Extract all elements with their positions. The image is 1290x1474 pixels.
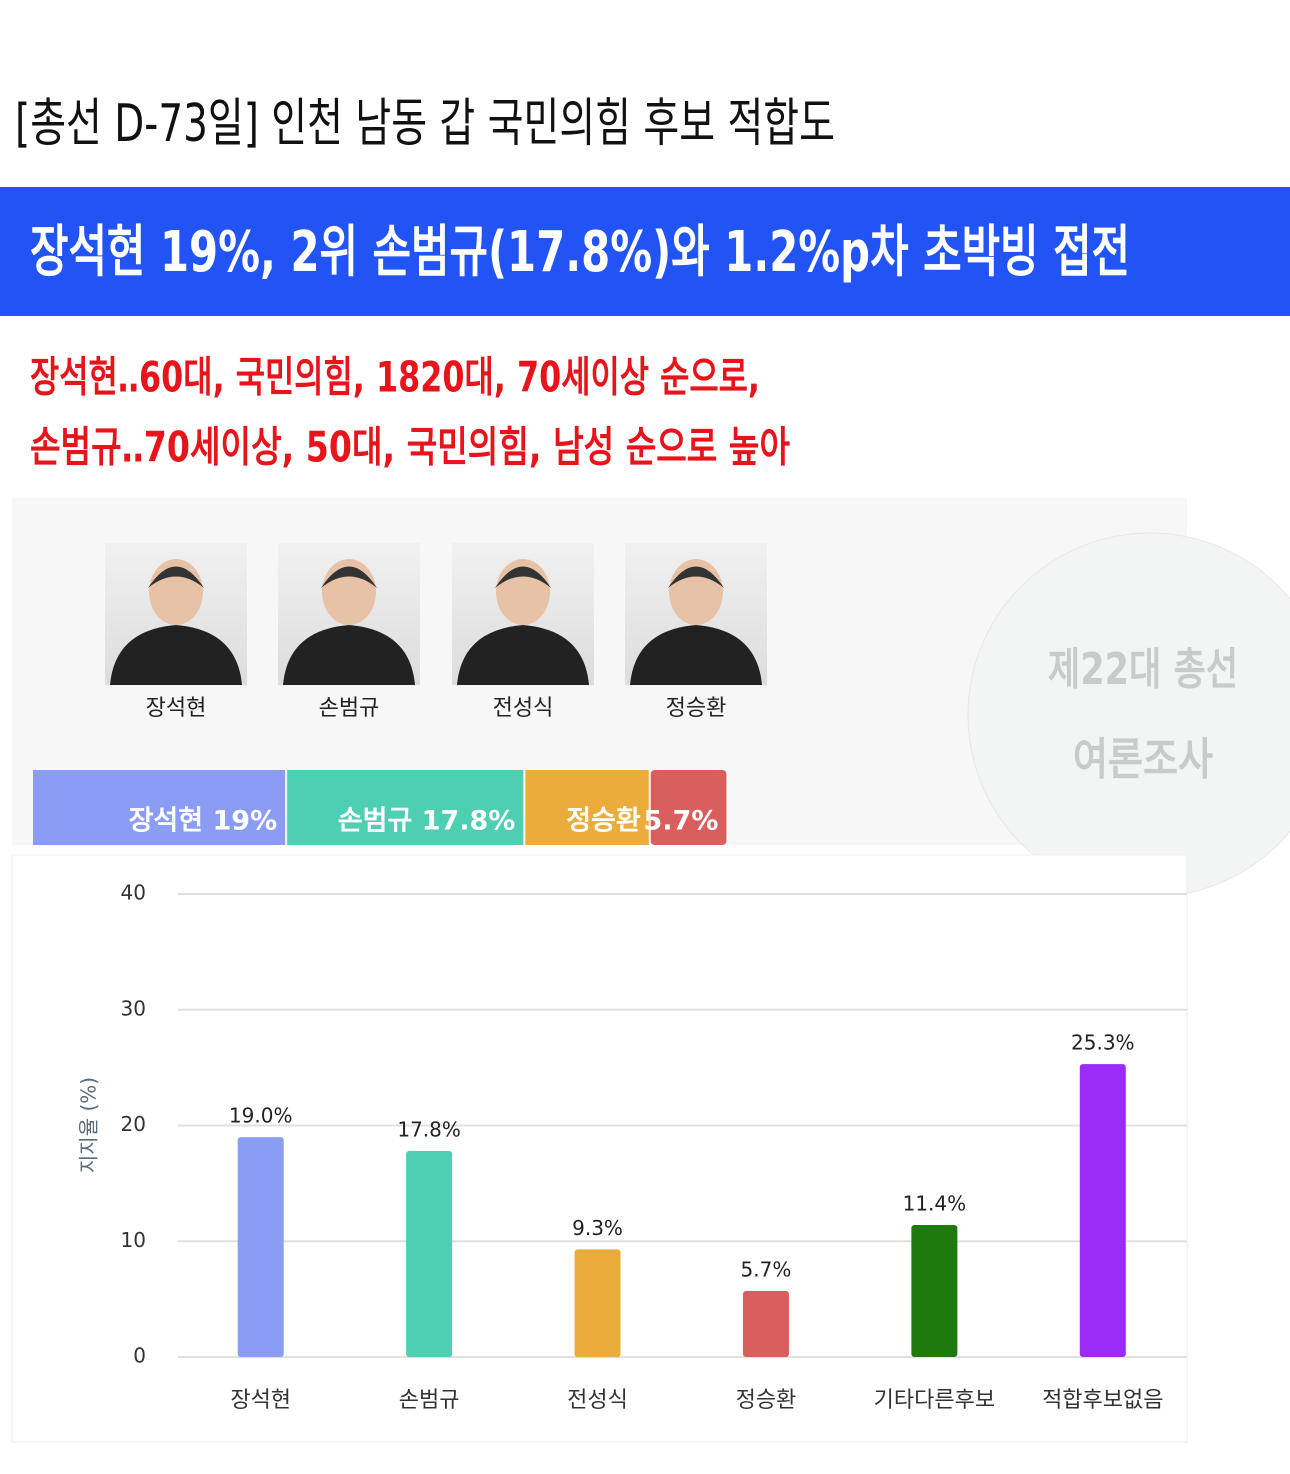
stacked-segment — [525, 770, 649, 845]
y-tick-label: 20 — [121, 1112, 146, 1136]
subtitle-line: 장석현‥60대, 국민의힘, 1820대, 70세이상 순으로, — [30, 353, 760, 402]
stacked-segment — [287, 770, 524, 845]
chart-panel — [11, 854, 1188, 1443]
bar — [574, 1249, 621, 1357]
photo-hair — [321, 566, 377, 588]
x-tick-label: 기타다른후보 — [874, 1388, 995, 1413]
segment-label: 손범규 17.8% — [338, 806, 516, 837]
page-title: [총선 D-73일] 인천 남동 갑 국민의힘 후보 적합도 — [15, 94, 835, 154]
photo-body — [283, 625, 415, 685]
y-tick-label: 0 — [133, 1344, 146, 1368]
bar — [1079, 1064, 1126, 1357]
y-tick-label: 10 — [121, 1228, 146, 1252]
value-label: 17.8% — [397, 1117, 461, 1141]
segment-label: 5.7% — [643, 806, 718, 837]
watermark-text: 여론조사 — [1073, 734, 1213, 785]
candidate-name: 장석현 — [146, 696, 207, 721]
bar — [742, 1291, 789, 1357]
value-label: 9.3% — [572, 1216, 623, 1240]
candidate-name: 정승환 — [666, 696, 727, 721]
y-tick-label: 40 — [121, 881, 146, 905]
stacked-segment — [33, 770, 286, 845]
y-axis-title: 지지율 (%) — [77, 1077, 101, 1173]
x-tick-label: 손범규 — [399, 1388, 460, 1413]
headline-band — [0, 187, 1290, 316]
x-tick-label: 적합후보없음 — [1042, 1388, 1163, 1413]
headline: 장석현 19%, 2위 손범규(17.8%)와 1.2%p차 초박빙 접전 — [30, 220, 1130, 285]
photo-hair — [148, 566, 204, 588]
x-tick-label: 장석현 — [230, 1388, 291, 1413]
x-tick-label: 정승환 — [736, 1388, 797, 1413]
value-label: 25.3% — [1071, 1031, 1135, 1055]
y-tick-label: 30 — [121, 996, 146, 1020]
photo-body — [457, 625, 589, 685]
value-label: 19.0% — [229, 1104, 293, 1128]
candidate-name: 전성식 — [493, 696, 554, 721]
watermark-text: 제22대 총선 — [1048, 644, 1238, 695]
photo-body — [110, 625, 242, 685]
value-label: 11.4% — [903, 1192, 967, 1216]
value-label: 5.7% — [741, 1258, 792, 1282]
stacked-segment — [650, 770, 727, 845]
bar — [911, 1225, 958, 1357]
bar — [237, 1137, 284, 1357]
candidate-name: 손범규 — [319, 696, 380, 721]
subtitle-line: 손범규‥70세이상, 50대, 국민의힘, 남성 순으로 높아 — [30, 423, 790, 472]
photo-hair — [495, 566, 551, 588]
photo-body — [630, 625, 762, 685]
segment-label: 정승환 — [566, 806, 641, 837]
x-tick-label: 전성식 — [567, 1388, 628, 1413]
segment-label: 장석현 19% — [129, 806, 278, 837]
photo-hair — [668, 566, 724, 588]
bar — [406, 1150, 453, 1357]
